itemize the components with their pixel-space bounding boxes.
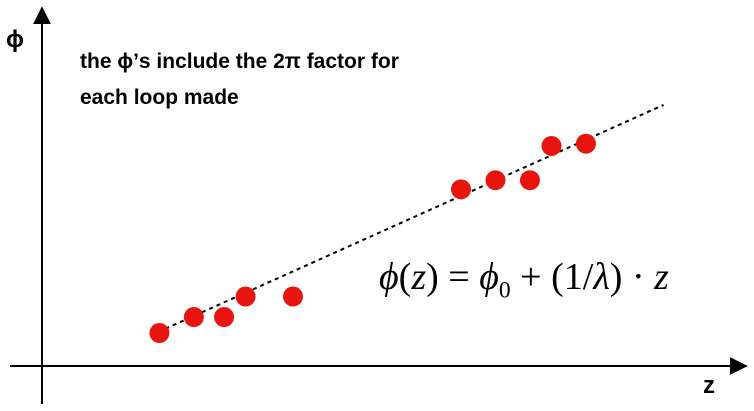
- fit-line: [150, 104, 664, 337]
- annotation-line-2: each loop made: [80, 86, 239, 109]
- data-point-1: [149, 323, 170, 344]
- formula: ϕ(z) = ϕ0 + (1/λ) · z: [379, 256, 669, 304]
- data-point-3: [214, 307, 235, 328]
- annotation-line-1: the ϕ’s include the 2π factor for: [80, 50, 399, 73]
- data-point-4: [235, 286, 256, 307]
- data-points: [149, 133, 596, 344]
- data-point-9: [541, 135, 562, 156]
- annotation-note: the ϕ’s include the 2π factor for each l…: [80, 44, 399, 116]
- y-axis-label: ϕ: [6, 26, 24, 53]
- x-axis-label: z: [703, 372, 715, 399]
- data-point-8: [519, 170, 540, 191]
- data-point-7: [485, 170, 506, 191]
- data-point-2: [183, 307, 204, 328]
- data-point-5: [282, 286, 303, 307]
- data-point-10: [575, 133, 596, 154]
- data-point-6: [451, 179, 472, 200]
